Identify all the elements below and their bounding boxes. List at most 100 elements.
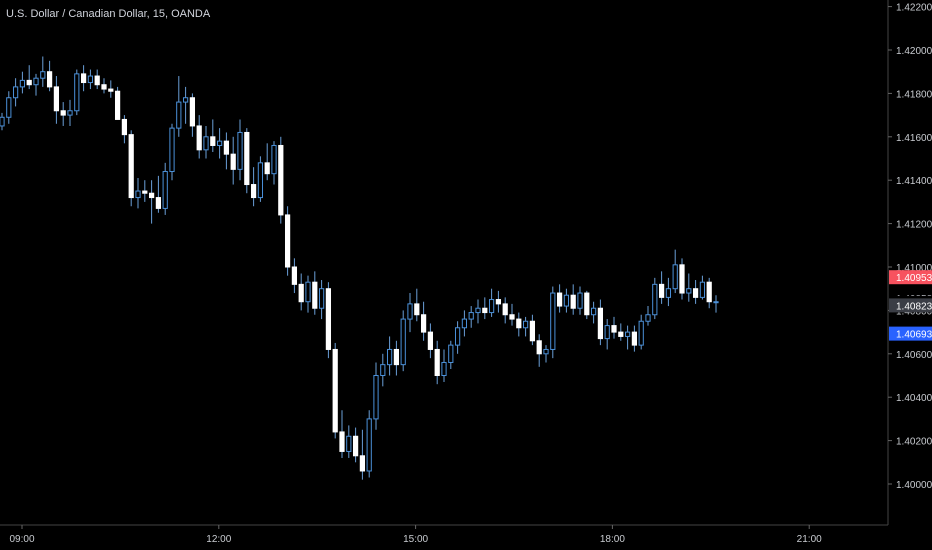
candle: [468, 306, 474, 328]
candle: [352, 427, 359, 463]
candle: [611, 316, 617, 339]
candle: [570, 284, 576, 315]
candle: [135, 178, 141, 209]
candle: [638, 314, 644, 350]
price-tick-label: 1.40000: [896, 480, 932, 491]
candle-body: [366, 418, 372, 472]
candle: [359, 429, 366, 480]
candle-body: [482, 307, 488, 314]
candle: [495, 290, 502, 313]
candle-body: [87, 75, 94, 84]
candle-body: [332, 348, 338, 433]
price-axis[interactable]: 1.400001.402001.404001.406001.408001.410…: [887, 0, 932, 525]
candle-body: [26, 79, 32, 86]
candle: [400, 310, 406, 372]
candle: [441, 349, 447, 383]
candle-body: [162, 171, 168, 209]
price-tick-label: 1.42000: [896, 46, 932, 57]
candle-body: [536, 340, 542, 355]
candle: [699, 275, 706, 300]
candle-body: [563, 294, 570, 307]
candle: [509, 303, 515, 326]
candle: [264, 143, 270, 181]
candle-body: [638, 320, 644, 346]
candle-body: [325, 288, 332, 350]
candle-body: [271, 144, 277, 175]
price-label: 1.40693: [896, 330, 932, 341]
candle: [427, 323, 434, 359]
candle-body: [176, 101, 182, 129]
candle-body: [94, 75, 100, 86]
candle: [148, 180, 155, 224]
candle-body: [121, 118, 128, 136]
candle-body: [359, 455, 366, 472]
candle-body: [216, 140, 223, 146]
candle: [162, 162, 168, 215]
price-tick-label: 1.41400: [896, 176, 932, 187]
time-tick-label: 09:00: [9, 534, 34, 545]
candle-body: [148, 192, 155, 199]
candle: [108, 80, 114, 98]
price-tick-label: 1.42200: [896, 3, 932, 14]
price-label-bg: [889, 326, 932, 341]
candle-body: [522, 320, 529, 329]
candle: [577, 286, 583, 315]
candle-body: [352, 435, 359, 457]
price-label: 1.40823: [896, 301, 932, 312]
candle: [278, 136, 284, 224]
candle-body: [67, 110, 73, 116]
candle: [434, 340, 440, 385]
candle: [706, 277, 712, 309]
candle: [393, 340, 400, 376]
candle-body: [380, 364, 386, 376]
candle: [142, 180, 148, 202]
candle-body: [618, 331, 624, 337]
candle: [475, 299, 481, 324]
candle: [26, 65, 32, 90]
candle-body: [108, 88, 114, 92]
candle-body: [495, 299, 502, 305]
candle: [121, 115, 128, 144]
candle: [482, 297, 488, 320]
candle-body: [169, 127, 175, 173]
candle: [305, 275, 311, 313]
candle: [210, 119, 216, 152]
candle-body: [597, 307, 604, 340]
time-axis[interactable]: 09:0012:0015:0018:0021:002403:0006:0009:…: [0, 524, 932, 545]
candle-body: [427, 331, 434, 350]
candle: [53, 76, 60, 124]
candle: [244, 128, 250, 194]
candle: [652, 277, 658, 320]
candle: [339, 410, 345, 458]
candle: [584, 290, 590, 320]
candle-body: [543, 348, 549, 355]
candle-body: [550, 292, 556, 350]
candle-body: [339, 431, 345, 452]
candle: [325, 282, 332, 359]
candle-body: [645, 314, 651, 322]
candle-body: [393, 348, 400, 366]
candle: [189, 93, 196, 137]
candle-body: [509, 314, 515, 320]
candle: [563, 288, 570, 313]
time-tick-label: 12:00: [206, 534, 231, 545]
candle: [318, 280, 325, 320]
candle-body: [19, 79, 26, 88]
candle: [618, 323, 624, 341]
candle-body: [475, 307, 481, 314]
candle: [686, 273, 692, 302]
candle-body: [189, 97, 196, 127]
candle: [665, 277, 672, 307]
candle: [60, 102, 66, 126]
candle: [536, 334, 542, 367]
candle-body: [631, 331, 638, 346]
candle-body: [278, 144, 284, 216]
candle: [461, 310, 468, 337]
price-tick-label: 1.40600: [896, 350, 932, 361]
candle: [488, 288, 495, 317]
candle-body: [60, 110, 66, 116]
candle-body: [584, 292, 590, 316]
candle-body: [454, 327, 461, 346]
candle-body: [40, 71, 46, 79]
